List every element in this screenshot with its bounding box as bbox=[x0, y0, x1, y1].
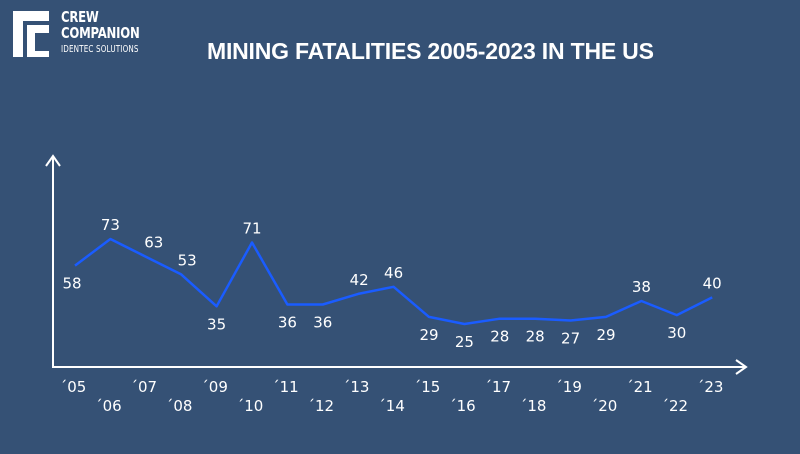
data-label: 29 bbox=[419, 326, 438, 344]
x-tick-label: ´19 bbox=[555, 378, 582, 396]
data-label: 25 bbox=[455, 333, 474, 351]
brand-wordmark: CREW COMPANION IDENTEC SOLUTIONS bbox=[61, 10, 169, 55]
data-label: 38 bbox=[632, 278, 651, 296]
data-label: 35 bbox=[207, 315, 226, 333]
data-label: 40 bbox=[703, 274, 722, 292]
x-tick-label: ´15 bbox=[414, 378, 441, 396]
crew-companion-logo-icon bbox=[13, 11, 49, 57]
data-label: 27 bbox=[561, 330, 580, 348]
data-label: 53 bbox=[178, 251, 197, 269]
data-label: 28 bbox=[490, 328, 509, 346]
x-tick-label: ´22 bbox=[662, 397, 689, 415]
data-label: 28 bbox=[526, 328, 545, 346]
data-label: 36 bbox=[278, 314, 297, 332]
data-label: 36 bbox=[313, 314, 332, 332]
x-tick-label: ´07 bbox=[131, 378, 158, 396]
x-tick-label: ´11 bbox=[272, 378, 299, 396]
x-axis bbox=[52, 359, 748, 375]
chart-title: MINING FATALITIES 2005-2023 IN THE US bbox=[207, 38, 654, 64]
x-tick-label: ´13 bbox=[343, 378, 370, 396]
x-tick-label: ´10 bbox=[237, 397, 264, 415]
x-tick-label: ´16 bbox=[449, 397, 476, 415]
x-tick-label: ´06 bbox=[95, 397, 122, 415]
data-label: 58 bbox=[62, 275, 81, 293]
x-tick-label: ´08 bbox=[166, 397, 193, 415]
x-tick-labels: ´05 ´06 ´07 ´08 ´09 ´10 ´11 ´12 ´13 ´14 ´15 ´16 ´17 ´… bbox=[60, 378, 724, 415]
data-label: 46 bbox=[384, 264, 403, 282]
x-tick-label: ´21 bbox=[626, 378, 653, 396]
fatalities-line bbox=[74, 237, 713, 326]
brand-line-1: CREW bbox=[61, 8, 99, 26]
x-tick-label: ´17 bbox=[485, 378, 512, 396]
x-tick-label: ´12 bbox=[308, 397, 335, 415]
brand-line-3: IDENTEC SOLUTIONS bbox=[61, 44, 139, 55]
data-label: 42 bbox=[350, 271, 369, 289]
data-labels: 58 73 63 53 35 71 36 36 42 46 29 25 28 28 27 29 38 30 40 bbox=[62, 216, 721, 351]
x-tick-label: ´05 bbox=[60, 378, 87, 396]
x-tick-label: ´18 bbox=[520, 397, 547, 415]
x-tick-label: ´09 bbox=[201, 378, 228, 396]
x-tick-label: ´14 bbox=[378, 397, 405, 415]
data-label: 63 bbox=[144, 234, 163, 252]
y-axis bbox=[45, 154, 61, 368]
data-label: 73 bbox=[101, 216, 120, 234]
data-label: 30 bbox=[667, 324, 686, 342]
x-tick-label: ´20 bbox=[591, 397, 618, 415]
brand-line-2: COMPANION bbox=[61, 24, 140, 42]
x-tick-label: ´23 bbox=[697, 378, 724, 396]
data-label: 29 bbox=[596, 326, 615, 344]
data-label: 71 bbox=[242, 220, 261, 238]
